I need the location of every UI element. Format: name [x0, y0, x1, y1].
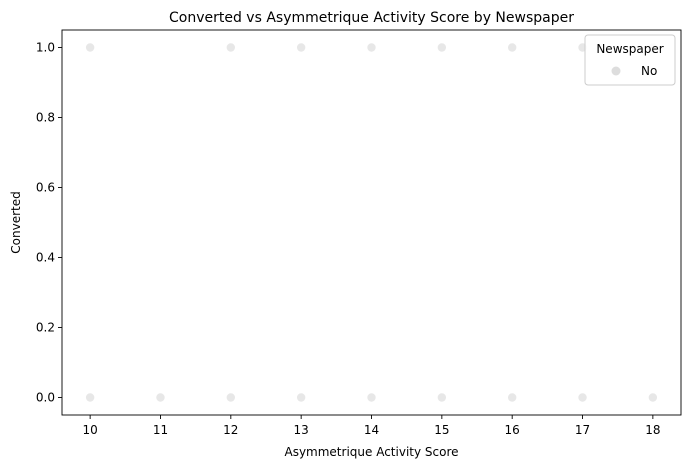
- data-point: [296, 43, 306, 52]
- data-point: [226, 43, 236, 52]
- legend-title: Newspaper: [596, 42, 663, 56]
- x-tick-label: 14: [364, 423, 379, 437]
- x-tick-label: 18: [645, 423, 660, 437]
- legend-label-no: No: [641, 64, 657, 78]
- y-tick-label: 0.6: [36, 181, 55, 195]
- data-point: [437, 393, 447, 402]
- data-point: [85, 393, 95, 402]
- y-tick-label: 0.4: [36, 251, 55, 265]
- x-tick-label: 12: [223, 423, 238, 437]
- x-tick-label: 13: [294, 423, 309, 437]
- data-point: [156, 393, 165, 402]
- points-layer: [85, 43, 658, 402]
- data-point: [85, 43, 95, 52]
- data-point: [507, 393, 517, 402]
- data-point: [507, 43, 517, 52]
- legend-marker-no: [611, 66, 621, 76]
- axes-layer: 10 11 12 13 14 15 16 17 18 0.0 0.2 0.4 0.6 0.8 1.0: [36, 29, 682, 437]
- data-point: [648, 393, 658, 402]
- x-tick-label: 11: [153, 423, 168, 437]
- y-tick-label: 0.2: [36, 321, 55, 335]
- x-tick-label: 15: [434, 423, 449, 437]
- plot-frame: [61, 29, 682, 416]
- x-tick-label: 17: [575, 423, 590, 437]
- x-tick-label: 10: [82, 423, 97, 437]
- data-point: [296, 393, 306, 402]
- data-point: [578, 393, 587, 402]
- data-point: [226, 393, 236, 402]
- y-tick-label: 0.0: [36, 391, 55, 405]
- data-point: [437, 43, 447, 52]
- x-tick-label: 16: [505, 423, 520, 437]
- y-axis-title: Converted: [9, 191, 23, 253]
- legend: Newspaper No: [584, 34, 676, 86]
- y-tick-label: 0.8: [36, 111, 55, 125]
- data-point: [367, 43, 376, 52]
- x-axis-title: Asymmetrique Activity Score: [284, 445, 458, 459]
- legend-box: [584, 34, 676, 86]
- data-point: [367, 393, 376, 402]
- chart-title: Converted vs Asymmetrique Activity Score…: [169, 10, 574, 26]
- y-tick-label: 1.0: [36, 41, 55, 55]
